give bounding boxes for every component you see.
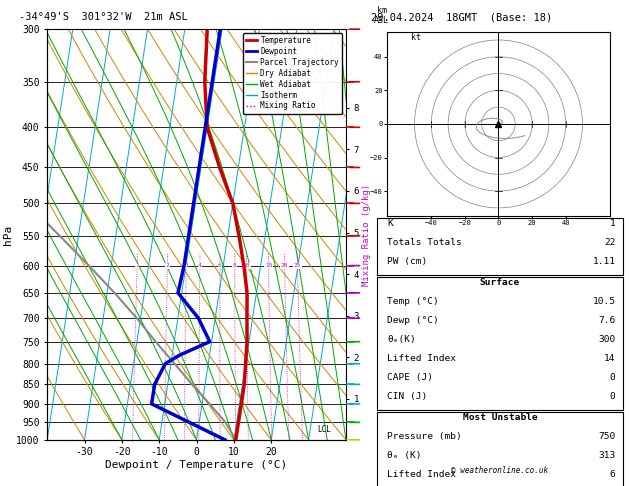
- Text: 2: 2: [165, 263, 169, 268]
- Text: 20: 20: [281, 263, 289, 268]
- Text: -34°49'S  301°32'W  21m ASL: -34°49'S 301°32'W 21m ASL: [19, 12, 187, 22]
- Text: θₑ(K): θₑ(K): [387, 335, 416, 344]
- Text: Pressure (mb): Pressure (mb): [387, 432, 462, 441]
- Text: 8: 8: [233, 263, 237, 268]
- Text: 1.11: 1.11: [593, 257, 615, 266]
- Text: Totals Totals: Totals Totals: [387, 238, 462, 247]
- Text: Dewp (°C): Dewp (°C): [387, 316, 439, 325]
- Text: 750: 750: [598, 432, 615, 441]
- Text: 10.5: 10.5: [593, 297, 615, 306]
- Text: LCL: LCL: [317, 425, 331, 434]
- Y-axis label: hPa: hPa: [3, 225, 13, 244]
- Text: km
ASL: km ASL: [374, 6, 389, 25]
- Text: 4: 4: [198, 263, 202, 268]
- Y-axis label: Mixing Ratio (g/kg): Mixing Ratio (g/kg): [362, 183, 370, 286]
- Text: θₑ (K): θₑ (K): [387, 451, 421, 460]
- Text: Lifted Index: Lifted Index: [387, 470, 456, 479]
- Text: K: K: [387, 219, 393, 228]
- Text: 313: 313: [598, 451, 615, 460]
- Text: CAPE (J): CAPE (J): [387, 373, 433, 382]
- Legend: Temperature, Dewpoint, Parcel Trajectory, Dry Adiabat, Wet Adiabat, Isotherm, Mi: Temperature, Dewpoint, Parcel Trajectory…: [243, 33, 342, 114]
- Text: 6: 6: [610, 470, 615, 479]
- Text: CIN (J): CIN (J): [387, 392, 428, 401]
- Text: 10: 10: [243, 263, 250, 268]
- Text: kt: kt: [411, 33, 421, 42]
- Text: 6: 6: [218, 263, 222, 268]
- Text: 1: 1: [135, 263, 139, 268]
- Text: Surface: Surface: [480, 278, 520, 287]
- X-axis label: Dewpoint / Temperature (°C): Dewpoint / Temperature (°C): [106, 460, 287, 470]
- Text: 7.6: 7.6: [598, 316, 615, 325]
- Text: 3: 3: [184, 263, 188, 268]
- Text: 14: 14: [604, 354, 615, 363]
- Text: 1: 1: [610, 219, 615, 228]
- Text: 15: 15: [265, 263, 272, 268]
- Text: Temp (°C): Temp (°C): [387, 297, 439, 306]
- Text: 25: 25: [294, 263, 301, 268]
- Text: Most Unstable: Most Unstable: [463, 413, 537, 422]
- Text: 22: 22: [604, 238, 615, 247]
- Text: 0: 0: [610, 392, 615, 401]
- Text: 0: 0: [610, 373, 615, 382]
- Text: © weatheronline.co.uk: © weatheronline.co.uk: [452, 466, 548, 475]
- Text: 300: 300: [598, 335, 615, 344]
- Text: 29.04.2024  18GMT  (Base: 18): 29.04.2024 18GMT (Base: 18): [371, 12, 552, 22]
- Text: PW (cm): PW (cm): [387, 257, 428, 266]
- Text: Lifted Index: Lifted Index: [387, 354, 456, 363]
